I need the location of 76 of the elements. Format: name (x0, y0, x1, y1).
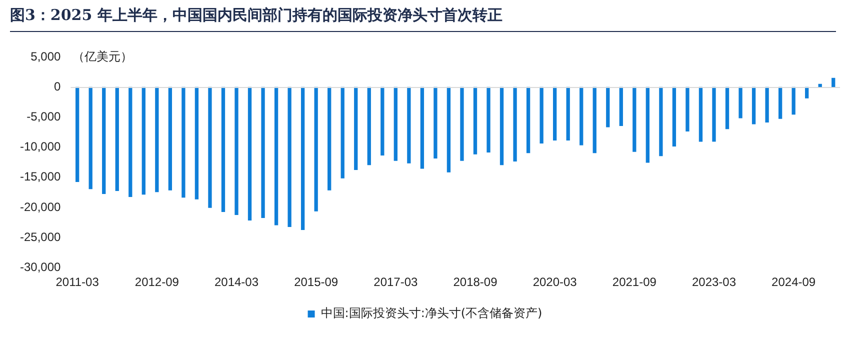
bar (686, 86, 690, 132)
bar (473, 86, 478, 154)
chart-title: 图3：2025 年上半年，中国国内民间部门持有的国际投资净头寸首次转正 (10, 6, 836, 32)
bar (248, 86, 252, 220)
x-tick-label: 2018-09 (453, 275, 498, 290)
bar (738, 86, 742, 118)
bar (778, 86, 782, 119)
x-tick-label: 2023-03 (692, 275, 736, 290)
legend-label: 中国:国际投资头寸:净头寸(不含储备资产) (320, 306, 542, 320)
y-tick-label: -30,000 (20, 260, 62, 274)
bar (261, 86, 265, 218)
y-axis-title: （亿美元） (72, 49, 133, 64)
bar (142, 86, 146, 195)
bar (659, 86, 663, 156)
bar (380, 86, 384, 156)
bar (76, 86, 80, 182)
y-tick-label: 0 (54, 80, 62, 94)
bar (434, 86, 438, 159)
x-tick-label: 2014-03 (214, 275, 259, 290)
bar (221, 86, 226, 212)
bar (592, 86, 596, 154)
bar (513, 86, 517, 162)
bar (314, 86, 318, 212)
bar (420, 86, 424, 169)
bar (128, 86, 132, 197)
y-tick-label: -5,000 (26, 110, 62, 124)
bar (672, 86, 676, 146)
bar (288, 86, 292, 228)
bar (115, 86, 119, 191)
bar (407, 86, 411, 164)
bar (566, 86, 570, 140)
bar (88, 86, 92, 190)
bar (792, 86, 796, 115)
x-tick-label: 2011-03 (56, 275, 100, 290)
y-tick-label: -25,000 (20, 230, 62, 244)
x-tick-label: 2024-09 (772, 275, 816, 290)
bar (234, 86, 238, 216)
bar (486, 86, 490, 153)
bar (354, 86, 358, 170)
bar (553, 86, 557, 140)
bar (155, 86, 159, 192)
bar (632, 86, 636, 152)
bar (460, 86, 464, 161)
bar (580, 86, 584, 146)
bar (752, 86, 756, 124)
bar (526, 86, 530, 154)
x-tick-label: 2021-09 (612, 275, 657, 290)
x-tick-label: 2015-09 (294, 275, 338, 290)
x-tick-label: 2020-03 (532, 275, 578, 290)
bar (646, 86, 650, 163)
bar (446, 86, 451, 172)
x-tick-label: 2012-09 (134, 275, 180, 290)
bar (500, 86, 504, 166)
bar (102, 86, 106, 194)
bar (208, 86, 212, 208)
y-tick-label: -15,000 (20, 170, 62, 184)
bar (394, 86, 398, 161)
bar (274, 86, 278, 226)
bar (540, 86, 544, 144)
y-tick-label: -10,000 (20, 140, 62, 154)
bar (367, 86, 371, 166)
bar (765, 86, 769, 122)
bar (619, 86, 623, 126)
bar (606, 86, 610, 128)
bar (328, 86, 332, 190)
bar (194, 86, 199, 200)
y-tick-label: -20,000 (20, 200, 62, 214)
bar (698, 86, 703, 142)
bar (725, 86, 730, 130)
bar (340, 86, 344, 178)
x-tick-label: 2017-03 (374, 275, 418, 290)
bar (168, 86, 172, 190)
bar (712, 86, 716, 142)
bar (182, 86, 186, 198)
y-tick-label: 5,000 (30, 50, 62, 64)
bar (300, 86, 305, 230)
